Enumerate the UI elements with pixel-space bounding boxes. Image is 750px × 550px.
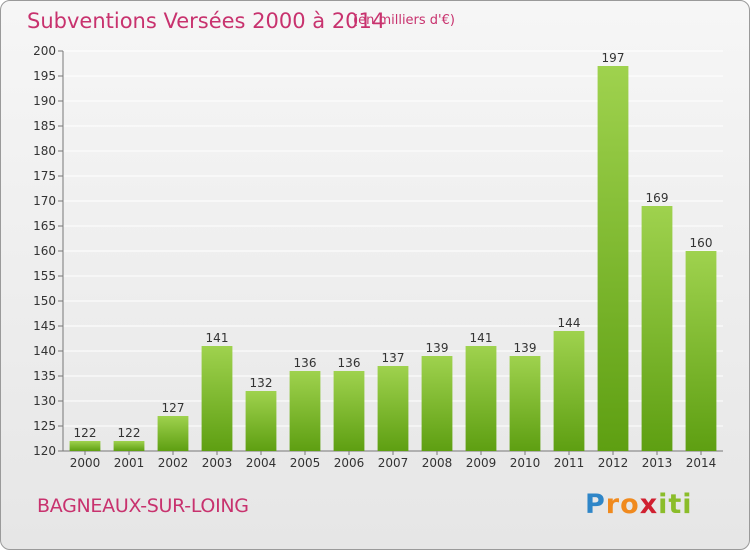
x-tick-label: 2013 — [642, 456, 673, 470]
bar-value-label: 127 — [162, 401, 185, 415]
y-tick-label: 175 — [33, 169, 56, 183]
bar-value-label: 137 — [382, 351, 405, 365]
y-tick-label: 195 — [33, 69, 56, 83]
bar — [597, 66, 629, 451]
y-tick-label: 160 — [33, 244, 56, 258]
y-tick-label: 140 — [33, 344, 56, 358]
bar — [289, 371, 321, 451]
logo-letter: P — [585, 489, 606, 520]
x-tick-label: 2001 — [114, 456, 145, 470]
bar — [641, 206, 673, 451]
y-tick-label: 145 — [33, 319, 56, 333]
x-tick-label: 2003 — [202, 456, 233, 470]
bar — [113, 441, 145, 451]
y-tick-label: 190 — [33, 94, 56, 108]
bar-value-label: 141 — [206, 331, 229, 345]
bar — [421, 356, 453, 451]
bar-value-label: 136 — [294, 356, 317, 370]
x-tick-label: 2007 — [378, 456, 409, 470]
bar — [333, 371, 365, 451]
bar-value-label: 139 — [426, 341, 449, 355]
x-tick-label: 2000 — [70, 456, 101, 470]
x-tick-label: 2008 — [422, 456, 453, 470]
bar — [201, 346, 233, 451]
x-tick-label: 2006 — [334, 456, 365, 470]
logo-letter: i — [682, 489, 693, 520]
bar — [509, 356, 541, 451]
logo-letter: t — [668, 489, 683, 520]
y-tick-label: 155 — [33, 269, 56, 283]
bar — [685, 251, 717, 451]
bar-value-label: 122 — [118, 426, 141, 440]
y-tick-label: 135 — [33, 369, 56, 383]
bar — [377, 366, 409, 451]
y-tick-label: 165 — [33, 219, 56, 233]
bar-value-label: 144 — [558, 316, 581, 330]
bar — [157, 416, 189, 451]
y-tick-label: 150 — [33, 294, 56, 308]
x-tick-label: 2002 — [158, 456, 189, 470]
x-tick-label: 2011 — [554, 456, 585, 470]
x-tick-label: 2004 — [246, 456, 277, 470]
x-tick-label: 2005 — [290, 456, 321, 470]
bar-value-label: 197 — [602, 51, 625, 65]
bar-value-label: 169 — [646, 191, 669, 205]
logo-letter: r — [605, 489, 621, 520]
bar — [465, 346, 497, 451]
bar-value-label: 122 — [74, 426, 97, 440]
x-tick-label: 2010 — [510, 456, 541, 470]
logo-letter: o — [620, 489, 640, 520]
logo-letter: x — [639, 489, 659, 520]
commune-name: BAGNEAUX-SUR-LOING — [37, 495, 249, 517]
chart-title: Subventions Versées 2000 à 2014 — [27, 9, 386, 33]
y-tick-label: 125 — [33, 419, 56, 433]
x-tick-label: 2009 — [466, 456, 497, 470]
y-tick-label: 185 — [33, 119, 56, 133]
y-tick-label: 200 — [33, 44, 56, 58]
y-tick-label: 170 — [33, 194, 56, 208]
x-tick-label: 2014 — [686, 456, 717, 470]
logo-letter: i — [658, 489, 669, 520]
proxiti-logo: Proxiti — [585, 489, 693, 520]
bar-value-label: 139 — [514, 341, 537, 355]
bar — [69, 441, 101, 451]
y-tick-label: 120 — [33, 444, 56, 458]
y-tick-label: 180 — [33, 144, 56, 158]
bar — [245, 391, 277, 451]
y-tick-label: 130 — [33, 394, 56, 408]
x-tick-label: 2012 — [598, 456, 629, 470]
bar-value-label: 132 — [250, 376, 273, 390]
bar-value-label: 141 — [470, 331, 493, 345]
chart-subtitle: (en milliers d'€) — [353, 13, 455, 28]
bar — [553, 331, 585, 451]
bar-value-label: 160 — [690, 236, 713, 250]
bar-value-label: 136 — [338, 356, 361, 370]
